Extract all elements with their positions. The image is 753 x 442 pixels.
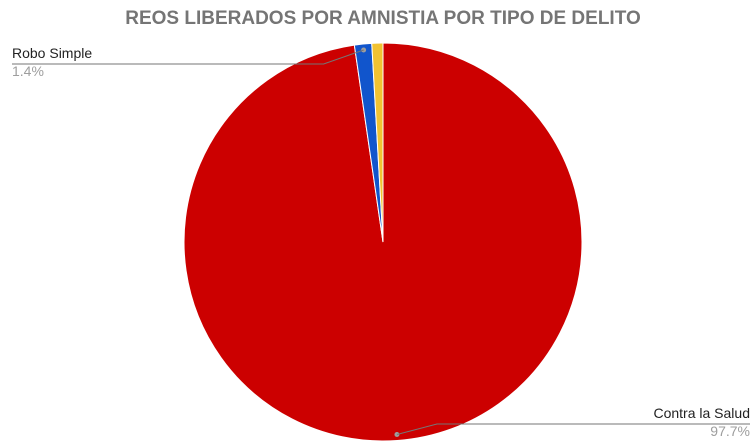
pie-slice-unlabeled-2 bbox=[371, 42, 384, 243]
callout-line-robo-simple bbox=[12, 49, 364, 65]
pie-slices bbox=[183, 42, 583, 442]
slice-labels: Contra la Salud 97.7% Robo Simple 1.4% bbox=[12, 45, 750, 439]
slice-percent-contra-la-salud: 97.7% bbox=[710, 423, 750, 439]
slice-label-robo-simple: Robo Simple bbox=[12, 45, 92, 61]
slice-percent-robo-simple: 1.4% bbox=[12, 63, 44, 79]
slice-label-contra-la-salud: Contra la Salud bbox=[653, 405, 750, 421]
callout-line-contra-la-salud bbox=[396, 423, 750, 435]
chart-title: REOS LIBERADOS POR AMNISTIA POR TIPO DE … bbox=[125, 8, 641, 29]
